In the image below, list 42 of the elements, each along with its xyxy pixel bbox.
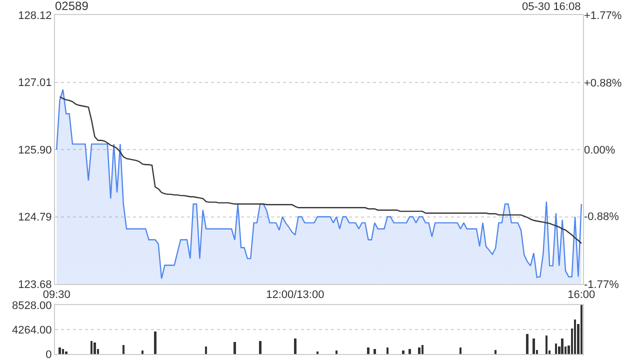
bar <box>561 338 564 354</box>
y2-tick-label: 0.00% <box>584 144 616 156</box>
bar <box>58 348 61 354</box>
y2-tick-label: -1.77% <box>584 278 620 291</box>
x-tick-label: 12:00/13:00 <box>266 289 324 302</box>
y-tick-label: 125.90 <box>18 144 52 156</box>
bar <box>402 350 404 354</box>
bar <box>234 342 236 354</box>
y-tick-label: 128.12 <box>18 10 52 22</box>
y-tick-label: 0 <box>46 348 52 360</box>
x-tick-label: 16:00 <box>568 289 596 302</box>
bar <box>204 346 208 354</box>
bar <box>367 348 370 354</box>
bar <box>259 340 262 354</box>
bar <box>141 350 144 354</box>
bar <box>374 348 376 354</box>
bar <box>418 348 420 354</box>
line-series <box>59 96 582 244</box>
text: 05-30 16:08 <box>522 1 581 13</box>
bar <box>335 350 338 354</box>
chart-title: 02589 <box>55 0 89 13</box>
bar <box>94 342 96 354</box>
y2-tick-label: -0.88% <box>584 211 620 224</box>
y2-tick-label: +1.77% <box>584 10 622 22</box>
bar <box>386 348 388 354</box>
x-tick-label: 09:30 <box>42 289 70 302</box>
bar <box>408 348 411 354</box>
y-tick-label: 8528.00 <box>12 300 52 312</box>
y2-tick-label: +0.88% <box>584 77 622 90</box>
bar <box>154 332 156 354</box>
bar <box>574 320 576 354</box>
bar <box>532 338 535 354</box>
bar <box>580 305 583 354</box>
y-tick-label: 127.01 <box>18 77 52 90</box>
y-tick-label: 4264.00 <box>12 324 52 336</box>
y-tick-label: 124.79 <box>18 212 52 224</box>
bar <box>545 336 548 354</box>
bar <box>459 348 462 354</box>
bar <box>294 338 296 354</box>
y-tick-label: 123.68 <box>18 278 52 291</box>
bar <box>526 334 528 354</box>
bar <box>554 344 558 354</box>
